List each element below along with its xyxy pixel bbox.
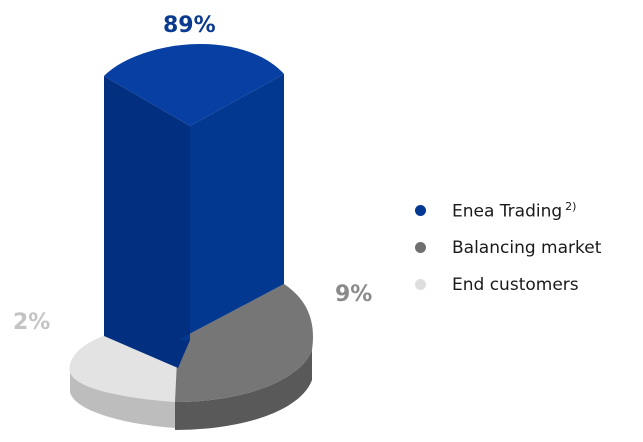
slice-balancing-market-side — [175, 350, 312, 430]
slice-enea-trading-front-left — [104, 76, 190, 368]
legend-label-enea-trading: Enea Trading — [452, 201, 563, 222]
slice-balancing-market-top — [175, 284, 313, 402]
legend-label-end-customers: End customers — [452, 274, 579, 295]
legend-item-end-customers: End customers — [415, 266, 601, 303]
legend-dot-enea-trading — [415, 205, 426, 216]
data-label-balancing-market: 9% — [335, 282, 373, 307]
slice-enea-trading-top — [104, 44, 284, 126]
legend: Enea Trading 2) Balancing market End cust… — [415, 192, 601, 303]
legend-dot-balancing-market — [415, 242, 426, 253]
legend-item-enea-trading: Enea Trading 2) — [415, 192, 601, 229]
legend-label-balancing-market: Balancing market — [452, 237, 602, 258]
data-label-enea-trading: 89% — [163, 13, 216, 38]
slice-enea-trading-front-right — [178, 74, 284, 340]
data-label-end-customers: 2% — [13, 310, 51, 335]
legend-footnote-marker: 2) — [565, 199, 577, 213]
legend-dot-end-customers — [415, 279, 426, 290]
legend-item-balancing-market: Balancing market — [415, 229, 601, 266]
